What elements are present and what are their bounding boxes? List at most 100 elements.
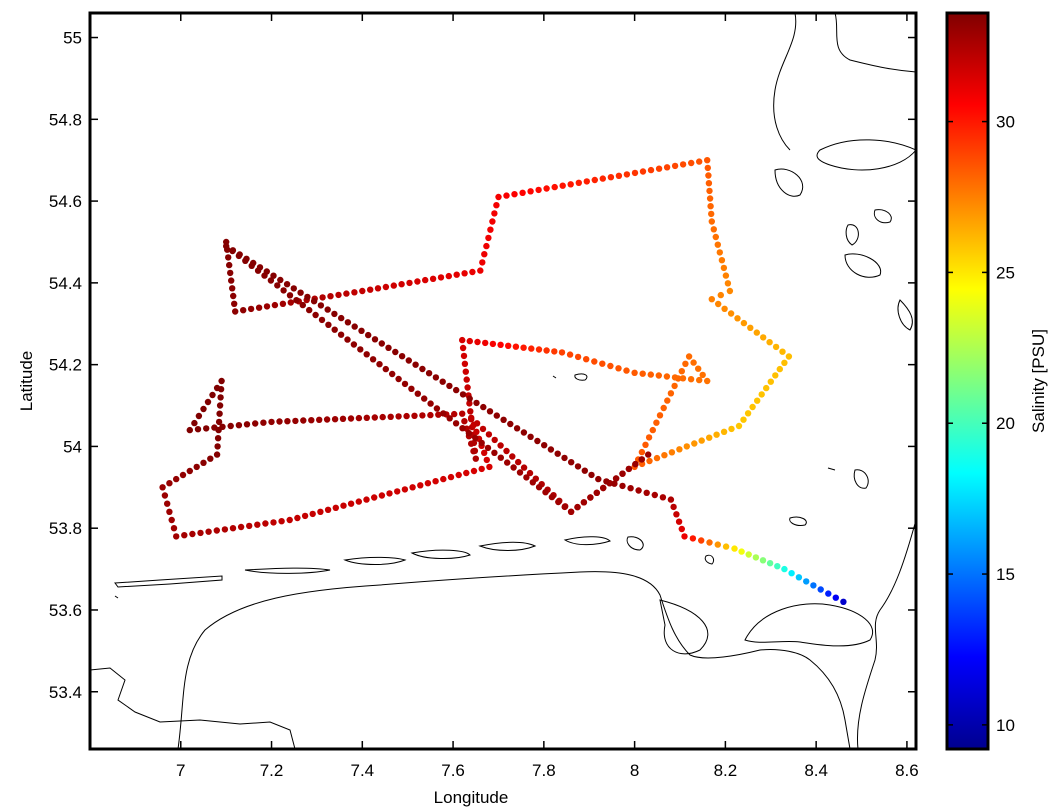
track-point — [207, 455, 214, 462]
track-point — [687, 376, 695, 383]
track-point — [580, 499, 588, 506]
track-point — [344, 319, 352, 326]
track-point — [519, 189, 526, 196]
track-point — [216, 410, 223, 417]
track-point — [690, 359, 697, 366]
track-point — [421, 395, 428, 402]
track-point — [310, 298, 318, 305]
track-point — [367, 286, 374, 293]
track-point — [461, 270, 468, 277]
track-point — [252, 420, 259, 427]
track-point — [435, 411, 442, 418]
track-point — [427, 400, 434, 407]
track-point — [707, 203, 714, 210]
track-point — [740, 319, 748, 327]
track-point — [779, 348, 786, 355]
track-point — [591, 176, 598, 184]
track-point — [213, 527, 220, 534]
track-point — [639, 168, 647, 175]
track-point — [744, 410, 752, 417]
track-point — [774, 563, 781, 570]
track-point — [379, 413, 386, 421]
track-point — [587, 494, 594, 501]
track-point — [515, 458, 522, 466]
track-point — [477, 267, 484, 274]
track-point — [500, 416, 507, 423]
track-point — [706, 195, 714, 202]
track-point — [316, 416, 323, 423]
track-point — [653, 419, 660, 426]
track-point — [722, 272, 730, 279]
track-point — [286, 292, 294, 299]
y-tick-label: 54.2 — [49, 356, 82, 375]
track-point — [698, 437, 705, 444]
track-point — [355, 498, 362, 505]
track-point — [306, 306, 313, 314]
track-point — [331, 326, 338, 333]
colorbar-frame — [945, 11, 990, 751]
track-point — [772, 343, 780, 351]
track-point — [781, 359, 788, 366]
colorbar-gradient — [947, 13, 988, 749]
track-point — [473, 399, 480, 407]
track-point — [466, 337, 473, 345]
track-point — [681, 533, 688, 540]
track-point — [547, 446, 555, 453]
track-point — [446, 415, 453, 422]
track-point — [745, 551, 752, 558]
track-point — [232, 308, 239, 315]
track-point — [615, 365, 622, 372]
track-point — [507, 420, 514, 428]
track-point — [227, 422, 234, 430]
track-point — [510, 464, 517, 471]
track-point — [347, 415, 355, 422]
track-point — [619, 482, 626, 490]
track-point — [429, 275, 437, 282]
track-point — [325, 321, 332, 328]
track-point — [439, 378, 446, 385]
track-point — [468, 440, 475, 447]
track-point — [300, 417, 307, 424]
track-point — [463, 469, 470, 477]
track-point — [376, 361, 383, 368]
track-point — [704, 157, 711, 164]
track-point — [363, 496, 370, 503]
track-point — [763, 384, 770, 392]
y-tick-label: 53.4 — [49, 683, 82, 702]
track-point — [574, 463, 582, 470]
track-point — [270, 272, 277, 279]
track-point — [371, 494, 378, 501]
track-point — [776, 365, 783, 373]
track-point — [437, 274, 445, 281]
track-point — [497, 341, 504, 348]
track-point — [504, 459, 511, 466]
track-point — [646, 457, 653, 465]
track-point — [825, 590, 832, 597]
track-point — [747, 324, 754, 331]
track-point — [193, 463, 200, 471]
track-point — [795, 574, 803, 581]
track-point — [759, 557, 767, 564]
x-axis-label: Longitude — [434, 788, 509, 807]
track-point — [215, 426, 222, 434]
track-point — [631, 169, 639, 177]
track-point — [403, 412, 410, 420]
track-point — [583, 178, 590, 185]
track-point — [401, 486, 409, 493]
track-point — [218, 377, 225, 385]
track-point — [343, 290, 350, 297]
track-point — [433, 405, 441, 412]
track-point — [484, 444, 492, 452]
track-point — [656, 412, 664, 419]
track-point — [173, 533, 180, 540]
x-tick-label: 7.6 — [441, 761, 465, 780]
track-point — [600, 484, 607, 492]
track-point — [655, 372, 662, 379]
track-point — [642, 441, 649, 448]
track-point — [632, 460, 639, 468]
track-point — [229, 525, 237, 532]
track-point — [227, 269, 234, 277]
track-point — [495, 193, 502, 201]
track-point — [643, 489, 650, 496]
track-point — [695, 365, 702, 372]
